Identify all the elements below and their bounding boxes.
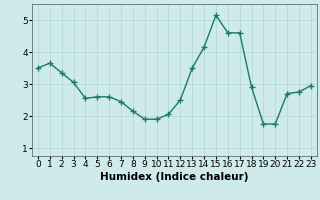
X-axis label: Humidex (Indice chaleur): Humidex (Indice chaleur) — [100, 172, 249, 182]
